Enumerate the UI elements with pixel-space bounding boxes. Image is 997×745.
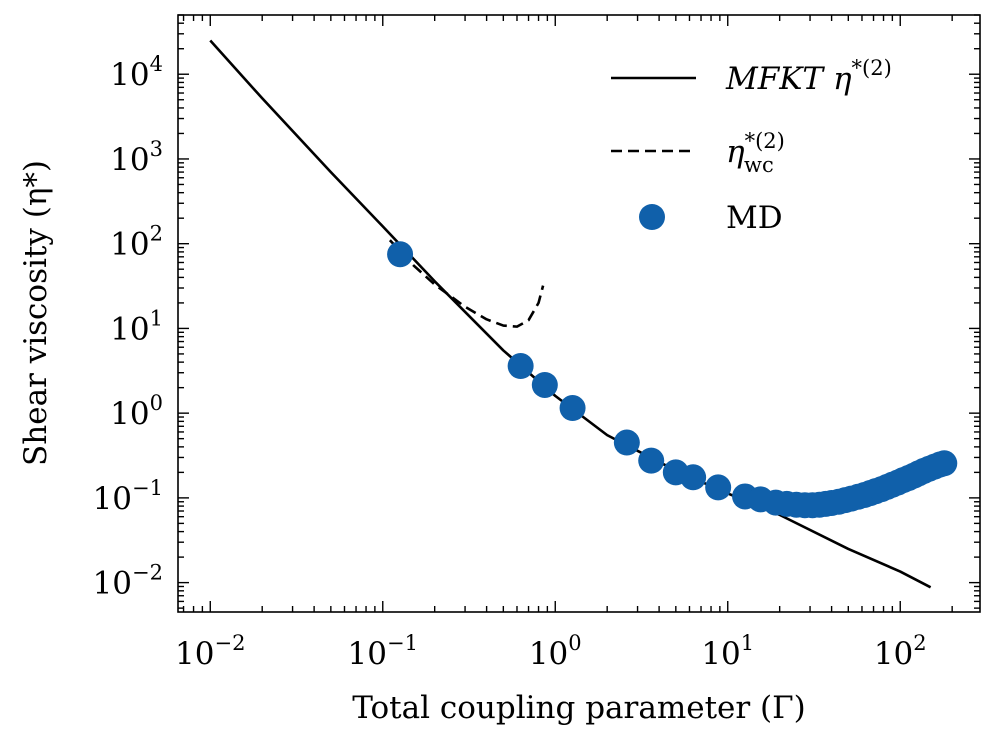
wc-curve-line [388,239,545,328]
md-data-point [387,241,414,268]
legend-label-md: MD [726,200,783,236]
x-axis-label: Total coupling parameter (Γ) [352,690,806,726]
y-tick-label: 10−2 [93,561,163,602]
y-tick-label: 102 [110,222,163,263]
y-axis-label: Shear viscosity (η*) [18,160,54,466]
legend-label-mfkt: MFKT η*(2) [725,56,892,97]
legend-label-wc: η*(2) wc [726,129,785,177]
md-data-point [931,450,958,477]
x-tick-label: 100 [529,631,582,672]
y-tick-label: 103 [110,137,163,178]
md-data-point [705,474,732,501]
plot-frame [177,14,981,613]
tick-labels: 10−2 10−1 100 101 102 10−2 10−1 100 101 102 103 104 [93,52,927,672]
x-tick-label: 10−1 [348,631,418,672]
y-tick-label: 10−1 [93,476,163,517]
y-tick-label: 104 [110,52,163,93]
md-data-point [507,353,534,380]
x-tick-label: 10−2 [175,631,245,672]
legend: MFKT η*(2) η*(2) wc MD [611,56,892,236]
y-tick-label: 100 [110,391,163,432]
x-tick-label: 102 [874,631,927,672]
md-data-point [531,371,558,398]
series-layer [209,39,958,589]
md-data-point [559,395,586,422]
axis-ticks [178,14,980,612]
md-data-point [680,464,707,491]
legend-swatch-md [639,204,665,230]
md-data-point [613,429,640,456]
y-tick-label: 101 [110,306,163,347]
md-data-point [638,447,665,474]
x-tick-label: 101 [701,631,754,672]
